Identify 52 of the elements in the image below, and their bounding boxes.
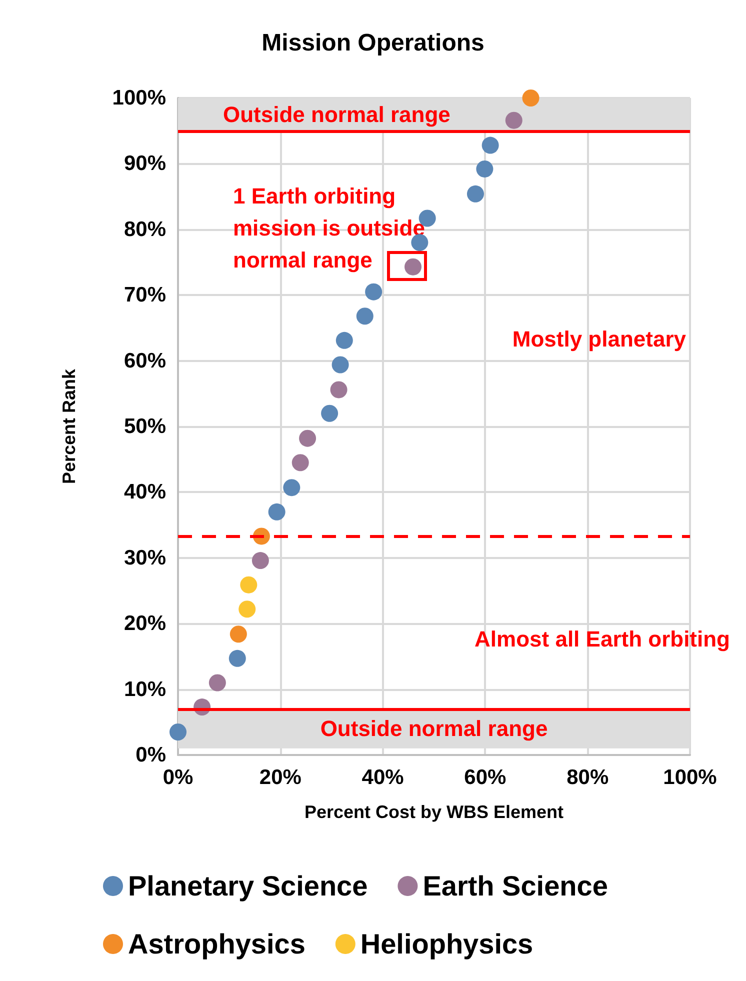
x-tick-label: 80% xyxy=(566,766,609,789)
x-tick-label: 0% xyxy=(162,766,194,789)
point xyxy=(230,626,247,643)
y-tick-label: 10% xyxy=(124,678,166,701)
band-label: Outside normal range xyxy=(320,716,548,742)
band-label: Outside normal range xyxy=(223,102,450,127)
point xyxy=(268,503,286,520)
point xyxy=(476,160,494,178)
point xyxy=(522,90,540,106)
point xyxy=(283,479,300,496)
annotation: Almost all Earth orbiting xyxy=(474,626,730,652)
y-tick-label: 60% xyxy=(124,349,166,372)
point xyxy=(505,112,522,129)
x-axis-title: Percent Cost by WBS Element xyxy=(304,802,564,822)
point xyxy=(482,136,499,154)
point xyxy=(170,724,186,740)
y-tick-label: 50% xyxy=(124,415,166,438)
y-tick-label: 80% xyxy=(124,218,166,241)
x-tick-label: 100% xyxy=(663,766,718,789)
point xyxy=(292,454,309,472)
point xyxy=(238,600,256,618)
y-tick-label: 100% xyxy=(112,86,166,110)
point xyxy=(299,430,316,447)
y-axis-title: Percent Rank xyxy=(59,368,79,484)
point xyxy=(356,308,374,325)
legend-label: Planetary Science xyxy=(128,870,368,902)
annotation: Mostly planetary xyxy=(512,326,687,352)
x-tick-label: 40% xyxy=(362,766,404,789)
legend-label: Heliophysics xyxy=(360,928,534,960)
point xyxy=(411,234,428,252)
y-tick-label: 40% xyxy=(124,480,166,504)
y-tick-label: 0% xyxy=(136,744,166,766)
legend-label: Earth Science xyxy=(422,870,608,902)
y-tick-label: 70% xyxy=(124,284,166,307)
point xyxy=(240,576,258,594)
point xyxy=(330,381,348,398)
point xyxy=(332,356,349,374)
point xyxy=(252,552,269,570)
legend-label: Astrophysics xyxy=(128,928,306,960)
point xyxy=(228,650,246,667)
y-tick-label: 90% xyxy=(124,152,166,176)
point xyxy=(321,404,338,422)
point xyxy=(466,185,484,202)
annotation: 1 Earth orbiting mission is outside normal range xyxy=(233,184,432,272)
point xyxy=(208,674,226,692)
y-tick-label: 30% xyxy=(124,546,166,570)
chart-title: Mission Operations xyxy=(262,30,484,56)
x-tick-label: 20% xyxy=(259,766,302,789)
y-tick-label: 20% xyxy=(124,612,166,636)
point xyxy=(365,283,382,300)
x-tick-label: 60% xyxy=(464,766,507,789)
point xyxy=(336,332,353,349)
